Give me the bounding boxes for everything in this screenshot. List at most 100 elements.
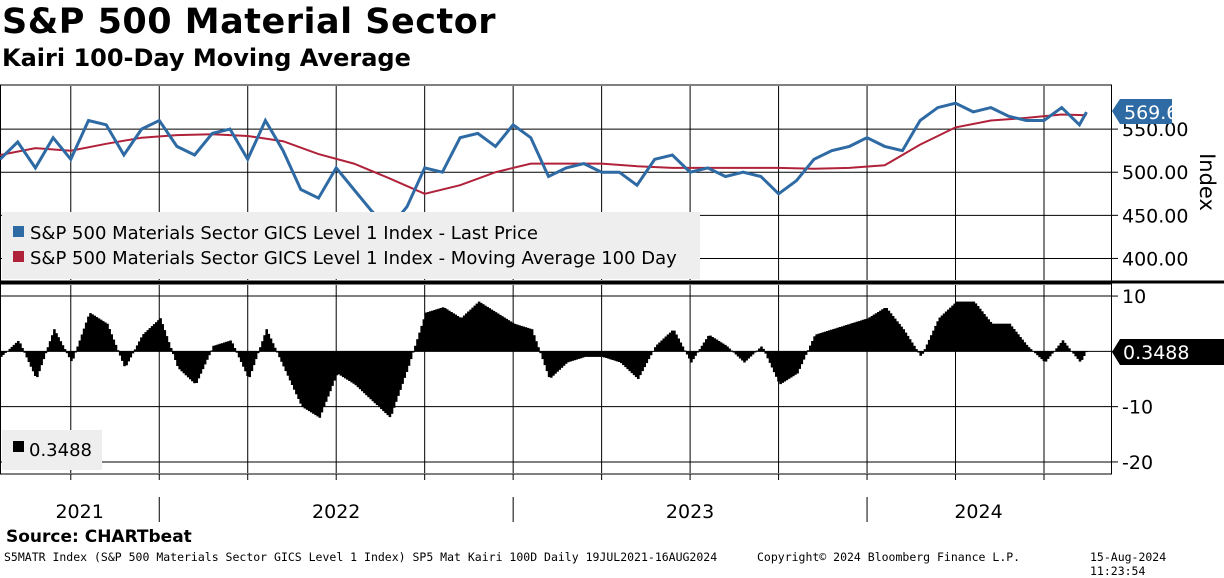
kairi-bar xyxy=(564,351,568,364)
kairi-bar xyxy=(155,322,158,352)
kairi-bar xyxy=(248,351,251,378)
kairi-bar xyxy=(244,351,247,372)
x-axis: 2021 2022 2023 2024 xyxy=(55,474,1045,523)
kairi-bar xyxy=(681,346,685,352)
kairi-bar xyxy=(575,351,578,360)
kairi-bar xyxy=(337,351,341,375)
kairi-bar xyxy=(467,311,470,352)
bottom-legend: 0.3488 xyxy=(2,430,102,470)
kairi-bar xyxy=(923,349,927,352)
kairi-bar xyxy=(520,325,523,352)
kairi-bar xyxy=(654,347,657,352)
kairi-bar xyxy=(223,342,226,352)
kairi-bar xyxy=(278,351,281,358)
kairi-bar xyxy=(896,321,899,352)
kairi-bar xyxy=(664,336,668,352)
kairi-bar xyxy=(751,351,755,355)
kairi-bar xyxy=(344,351,347,379)
kairi-bar xyxy=(989,321,993,352)
kairi-bar xyxy=(220,343,224,352)
kairi-bar xyxy=(683,350,687,352)
kairi-bar xyxy=(815,334,818,352)
kairi-bar xyxy=(951,305,954,352)
kairi-bar xyxy=(104,322,107,352)
kairi-bar xyxy=(1085,351,1088,353)
kairi-bar xyxy=(407,351,411,366)
kairi-bar xyxy=(881,309,884,352)
kairi-bar xyxy=(320,351,324,413)
kairi-bar xyxy=(135,345,139,352)
kairi-bar xyxy=(569,351,572,362)
kairi-bar xyxy=(288,351,292,381)
kairi-bar xyxy=(743,351,746,363)
kairi-bar xyxy=(949,307,952,352)
kairi-bar xyxy=(1004,323,1007,352)
kairi-bar xyxy=(870,316,874,352)
kairi-bar xyxy=(303,351,307,409)
kairi-bar xyxy=(955,301,959,352)
kairi-bar xyxy=(53,329,56,352)
kairi-bar xyxy=(378,351,381,408)
kairi-bar xyxy=(295,351,298,395)
kairi-bar xyxy=(662,338,666,352)
kairi-bar xyxy=(643,351,646,368)
kairi-bar xyxy=(352,351,356,384)
kairi-bar xyxy=(218,343,222,352)
kairi-bar xyxy=(942,313,946,352)
kairi-bar xyxy=(231,343,234,352)
kairi-bar xyxy=(594,351,598,357)
kairi-bar xyxy=(726,346,729,352)
kairi-bar xyxy=(482,304,485,352)
kairi-bar xyxy=(310,351,313,413)
kairi-bar xyxy=(558,351,561,370)
kairi-bar xyxy=(847,324,850,352)
kairi-bar xyxy=(420,325,423,352)
kairi-bar xyxy=(711,337,714,352)
kairi-bar xyxy=(261,341,264,352)
kairi-bar xyxy=(312,351,315,414)
kairi-bar xyxy=(770,351,774,368)
kairi-bar xyxy=(993,323,997,352)
kairi-bar xyxy=(736,351,740,357)
kairi-bar xyxy=(114,344,118,352)
kairi-bar xyxy=(908,339,912,352)
kairi-bar xyxy=(541,351,545,360)
kairi-bar xyxy=(486,306,489,352)
kairi-bar xyxy=(970,301,973,352)
kairi-bar xyxy=(516,324,519,352)
kairi-bar xyxy=(375,351,379,406)
kairi-bar xyxy=(48,341,52,352)
y-tick-label-top: 400.00 xyxy=(1122,248,1188,270)
kairi-bar xyxy=(471,307,474,352)
kairi-bar xyxy=(1046,351,1050,359)
price-last-badge: 569.69 xyxy=(1112,99,1190,124)
kairi-bar xyxy=(530,329,534,352)
kairi-bar xyxy=(749,351,753,357)
legend-price-label: S&P 500 Materials Sector GICS Level 1 In… xyxy=(30,223,538,244)
kairi-last-badge: 0.3488 xyxy=(1112,339,1224,365)
kairi-bar xyxy=(193,351,196,384)
kairi-bar xyxy=(146,330,150,352)
kairi-bar xyxy=(738,351,742,359)
price-line xyxy=(0,101,1088,231)
kairi-bar xyxy=(615,351,619,362)
kairi-bar xyxy=(108,329,111,352)
kairi-bar xyxy=(29,351,33,367)
kairi-bar xyxy=(645,351,649,364)
kairi-bar xyxy=(821,332,825,352)
kairi-bar xyxy=(656,344,659,352)
kairi-bar xyxy=(503,317,506,352)
kairi-bar xyxy=(855,321,859,352)
kairi-bar xyxy=(331,351,334,386)
kairi-bar xyxy=(110,334,113,352)
kairi-bar xyxy=(1029,349,1033,352)
kairi-bar xyxy=(747,351,750,359)
kairi-bar xyxy=(290,351,294,385)
kairi-bar xyxy=(454,314,457,352)
kairi-bar xyxy=(1065,345,1069,352)
kairi-bar xyxy=(978,308,982,352)
kairi-bar xyxy=(435,309,438,352)
kairi-bar xyxy=(1034,351,1037,354)
kairi-bar xyxy=(10,346,14,352)
kairi-bar xyxy=(456,316,460,352)
